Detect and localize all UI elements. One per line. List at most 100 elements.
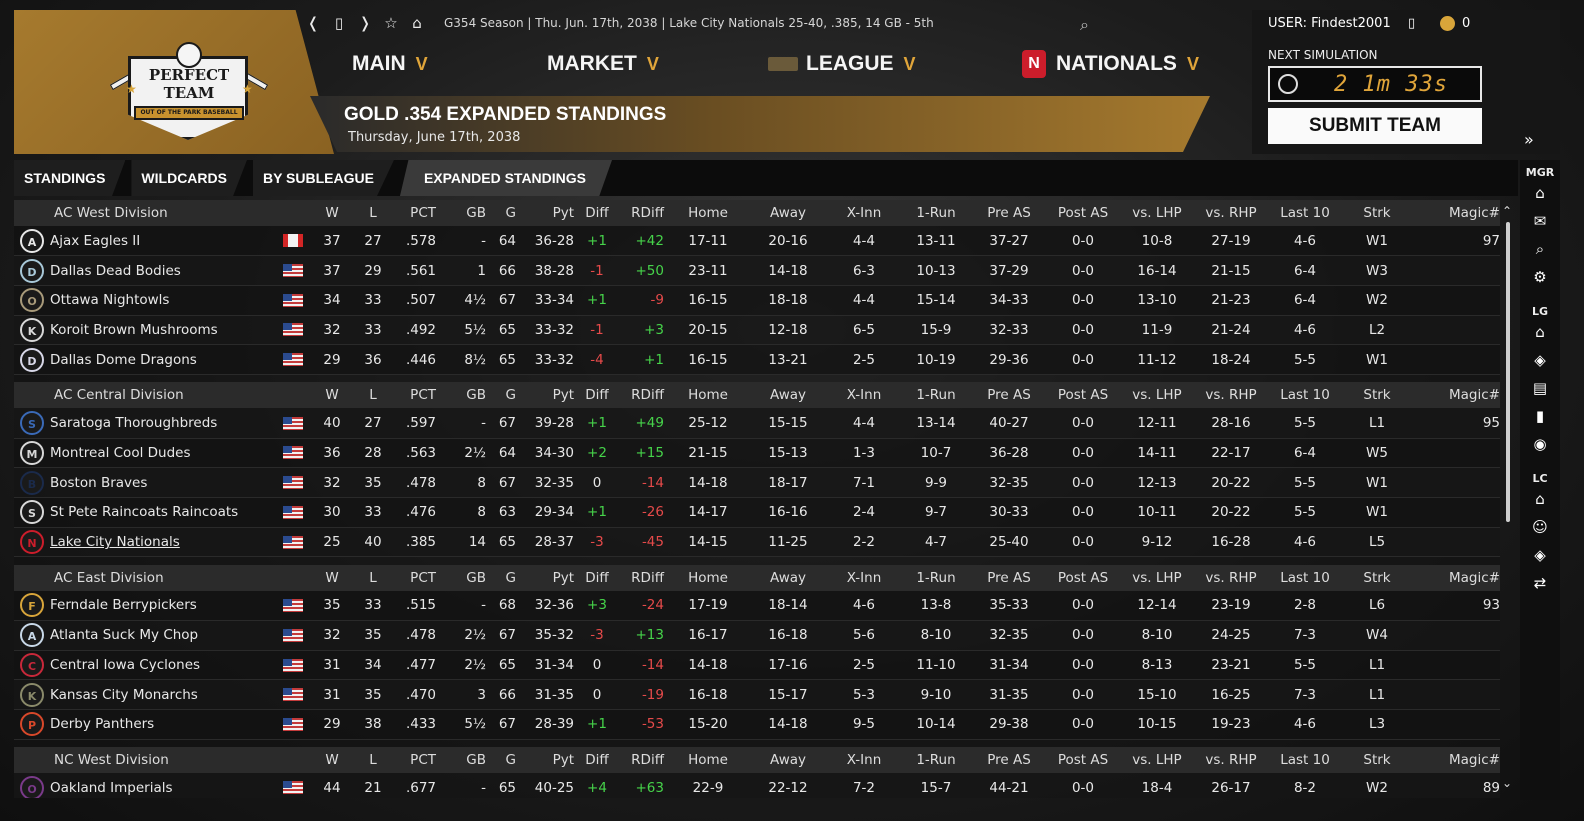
column-header[interactable]: Strk: [1342, 200, 1412, 226]
home-icon[interactable]: ⌂: [1535, 184, 1545, 202]
column-header[interactable]: Post AS: [1046, 382, 1120, 409]
column-header[interactable]: Pyt: [520, 382, 578, 409]
column-header[interactable]: vs. RHP: [1194, 564, 1268, 591]
column-header[interactable]: Magic#: [1412, 200, 1500, 226]
column-header[interactable]: Strk: [1342, 747, 1412, 774]
submit-team-button[interactable]: SUBMIT TEAM: [1268, 108, 1482, 144]
column-header[interactable]: G: [490, 564, 520, 591]
column-header[interactable]: GB: [440, 564, 490, 591]
team-row[interactable]: O Ottawa Nightowls 34 33.507 4½ 67 33-34 +1 -9 16…: [14, 285, 1500, 316]
team-name[interactable]: Central Iowa Cyclones: [50, 657, 201, 674]
column-header[interactable]: W: [310, 564, 354, 591]
column-header[interactable]: 1-Run: [900, 200, 972, 226]
column-header[interactable]: X-Inn: [828, 200, 900, 226]
column-header[interactable]: Last 10: [1268, 382, 1342, 409]
column-header[interactable]: Post AS: [1046, 564, 1120, 591]
column-header[interactable]: L: [354, 200, 392, 226]
column-header[interactable]: Home: [668, 200, 748, 226]
team-row[interactable]: A Atlanta Suck My Chop 32 35.478 2½ 67 35-32 -3…: [14, 620, 1500, 651]
team-name[interactable]: Lake City Nationals: [50, 534, 180, 551]
home-icon[interactable]: ⌂: [1535, 323, 1545, 341]
column-header[interactable]: X-Inn: [828, 382, 900, 409]
team-row[interactable]: P Derby Panthers 29 38.433 5½ 67 28-39 +1 -53 15-…: [14, 709, 1500, 740]
column-header[interactable]: PCT: [392, 564, 440, 591]
column-header[interactable]: vs. RHP: [1194, 747, 1268, 774]
team-row[interactable]: K Koroit Brown Mushrooms 32 33.492 5½ 65 33-32…: [14, 315, 1500, 346]
team-name[interactable]: St Pete Raincoats Raincoats: [50, 504, 239, 521]
team-row[interactable]: S St Pete Raincoats Raincoats 30 33.476 8 63 2…: [14, 497, 1500, 528]
team-name[interactable]: Boston Braves: [50, 474, 148, 491]
column-header[interactable]: vs. LHP: [1120, 200, 1194, 226]
team-name[interactable]: Montreal Cool Dudes: [50, 444, 191, 461]
column-header[interactable]: Last 10: [1268, 200, 1342, 226]
team-row[interactable]: O Oakland Imperials 44 21.677-65 40-25 +4 +63 2…: [14, 773, 1500, 798]
tab-standings[interactable]: STANDINGS: [14, 160, 126, 196]
column-header[interactable]: vs. LHP: [1120, 382, 1194, 409]
column-header[interactable]: RDiff: [616, 747, 668, 774]
tab-wildcards[interactable]: WILDCARDS: [131, 160, 247, 196]
nav-main[interactable]: MAIN V: [352, 52, 428, 76]
star-icon[interactable]: ☆: [384, 14, 398, 32]
team-row[interactable]: M Montreal Cool Dudes 36 28.563 2½ 64 34-30 +2 +…: [14, 438, 1500, 469]
column-header[interactable]: Pyt: [520, 200, 578, 226]
column-header[interactable]: Post AS: [1046, 747, 1120, 774]
column-header[interactable]: Strk: [1342, 382, 1412, 409]
column-header[interactable]: W: [310, 200, 354, 226]
team-name[interactable]: Koroit Brown Mushrooms: [50, 321, 218, 338]
column-header[interactable]: GB: [440, 200, 490, 226]
scroll-down-icon[interactable]: ⌄: [1502, 776, 1513, 790]
nav-nationals[interactable]: N NATIONALS V: [1022, 50, 1199, 78]
team-name[interactable]: Dallas Dead Bodies: [50, 262, 181, 279]
home-icon[interactable]: ⌂: [412, 14, 422, 32]
column-header[interactable]: Home: [668, 564, 748, 591]
column-header[interactable]: Post AS: [1046, 200, 1120, 226]
team-row[interactable]: K Kansas City Monarchs 31 35.470 3 66 31-35 0 -1…: [14, 679, 1500, 711]
column-header[interactable]: Away: [748, 564, 828, 591]
column-header[interactable]: RDiff: [616, 564, 668, 591]
column-header[interactable]: vs. LHP: [1120, 564, 1194, 591]
team-row[interactable]: D Dallas Dead Bodies 37 29.561 1 66 38-28 -1 +50…: [14, 255, 1500, 286]
column-header[interactable]: Home: [668, 747, 748, 774]
column-header[interactable]: G: [490, 747, 520, 774]
column-header[interactable]: Pyt: [520, 564, 578, 591]
column-header[interactable]: L: [354, 747, 392, 774]
team-row[interactable]: B Boston Braves 32 35.478 8 67 32-35 0 -14 14-18 1…: [14, 467, 1500, 498]
baseball-icon[interactable]: ◉: [1533, 435, 1547, 453]
column-header[interactable]: 1-Run: [900, 747, 972, 774]
column-header[interactable]: Away: [748, 200, 828, 226]
diamond-icon[interactable]: ◈: [1534, 546, 1546, 564]
column-header[interactable]: Diff: [578, 200, 616, 226]
team-name[interactable]: Ferndale Berrypickers: [50, 597, 197, 614]
column-header[interactable]: GB: [440, 747, 490, 774]
nav-market[interactable]: MARKET V: [547, 52, 659, 76]
team-row[interactable]: N Lake City Nationals 25 40.385 14 65 28-37 -3-…: [14, 527, 1500, 558]
expand-icon[interactable]: »: [1524, 130, 1534, 149]
team-name[interactable]: Ajax Eagles II: [50, 232, 141, 249]
column-header[interactable]: Last 10: [1268, 564, 1342, 591]
tab-by-subleague[interactable]: BY SUBLEAGUE: [252, 160, 394, 196]
column-header[interactable]: G: [490, 200, 520, 226]
team-name[interactable]: Derby Panthers: [50, 716, 155, 733]
column-header[interactable]: Diff: [578, 382, 616, 409]
column-header[interactable]: 1-Run: [900, 564, 972, 591]
team-name[interactable]: Oakland Imperials: [50, 779, 173, 796]
scroll-up-icon[interactable]: ⌃: [1502, 204, 1513, 218]
column-header[interactable]: Away: [748, 747, 828, 774]
column-header[interactable]: X-Inn: [828, 564, 900, 591]
column-header[interactable]: Away: [748, 382, 828, 409]
team-name[interactable]: Ottawa Nightowls: [50, 292, 170, 309]
column-header[interactable]: Pre AS: [972, 564, 1046, 591]
news-icon[interactable]: ▤: [1532, 379, 1548, 397]
column-header[interactable]: X-Inn: [828, 747, 900, 774]
column-header[interactable]: Diff: [578, 564, 616, 591]
nav-league[interactable]: LEAGUE V: [768, 52, 916, 76]
column-header[interactable]: PCT: [392, 200, 440, 226]
team-name[interactable]: Kansas City Monarchs: [50, 686, 198, 703]
search-icon[interactable]: ⌕: [1535, 240, 1545, 258]
column-header[interactable]: Magic#: [1412, 747, 1500, 774]
transfer-icon[interactable]: ⇄: [1533, 574, 1547, 592]
team-name[interactable]: Saratoga Thoroughbreds: [50, 415, 218, 432]
mail-icon[interactable]: ✉: [1533, 212, 1547, 230]
home-icon[interactable]: ⌂: [1535, 490, 1545, 508]
column-header[interactable]: vs. RHP: [1194, 200, 1268, 226]
